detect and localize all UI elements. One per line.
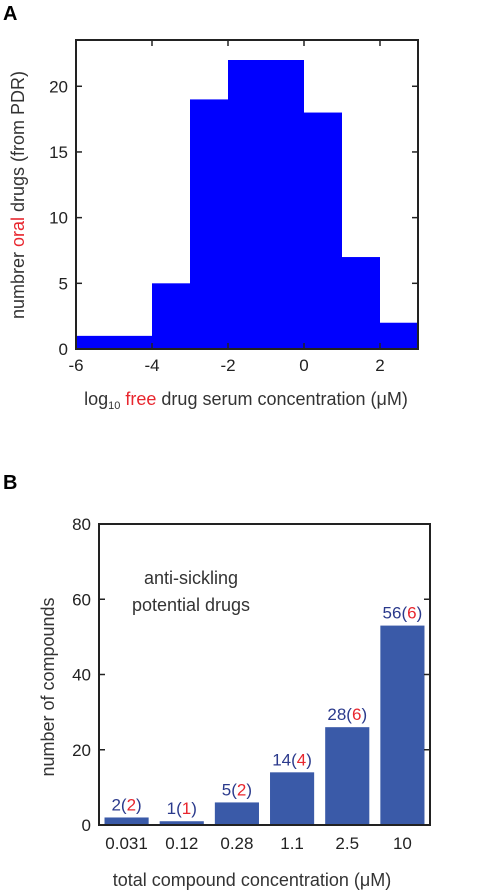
bar-value-label: 56(6) <box>383 604 423 623</box>
bar-drug-count: 6 <box>352 705 361 724</box>
x-tick-label: 0 <box>299 356 308 375</box>
x-tick-label: 2 <box>375 356 384 375</box>
x-tick-label: -4 <box>144 356 159 375</box>
bar <box>214 802 259 825</box>
histogram-bar <box>304 112 342 349</box>
y-tick-label: 80 <box>72 515 91 534</box>
bar-drug-count: 1 <box>182 799 191 818</box>
bar-chart-b: 0.0312(2)0.121(1)0.285(2)1.114(4)2.528(6… <box>72 515 431 853</box>
bar <box>270 772 315 825</box>
bar-drug-count: 2 <box>127 795 136 814</box>
histogram-bar <box>190 99 228 349</box>
x-tick-label: 0.031 <box>105 834 148 853</box>
y-tick-label: 5 <box>59 274 68 293</box>
plot-frame-a <box>75 39 419 350</box>
y-tick-label: 60 <box>72 590 91 609</box>
bar <box>104 817 149 825</box>
y-tick-label: 20 <box>72 741 91 760</box>
histogram-bar <box>342 257 380 349</box>
xlabel-b: total compound concentration (μM) <box>113 870 392 890</box>
bar-value-label: 5(2) <box>222 780 252 799</box>
bar-label-paren: ) <box>136 795 142 814</box>
bar-label-paren: ) <box>306 750 312 769</box>
ylabel-a-post: drugs (from PDR) <box>8 71 28 217</box>
bar-label-paren: ) <box>246 780 252 799</box>
x-tick-label: 0.28 <box>220 834 253 853</box>
bar-drug-count: 6 <box>407 604 416 623</box>
histogram-bar <box>152 283 190 349</box>
bar-drug-count: 4 <box>297 750 306 769</box>
xlabel-a-post: drug serum concentration (μM) <box>156 389 407 409</box>
bar-total-count: 5 <box>222 780 231 799</box>
y-tick-label: 0 <box>59 340 68 359</box>
y-tick-label: 10 <box>49 209 68 228</box>
xlabel-a-pre: log <box>84 389 108 409</box>
bar-total-count: 1 <box>167 799 176 818</box>
y-tick-label: 15 <box>49 143 68 162</box>
bar-label-paren: ( <box>346 705 352 724</box>
y-tick-label: 40 <box>72 666 91 685</box>
bar-label-paren: ( <box>401 604 407 623</box>
histogram-bar <box>266 60 304 349</box>
bar-value-label: 14(4) <box>272 750 312 769</box>
panel-a-label: A <box>3 3 17 25</box>
xlabel-a-highlight: free <box>125 389 156 409</box>
histogram-bar <box>380 322 418 349</box>
bar <box>159 821 204 825</box>
bar-total-count: 28 <box>327 705 346 724</box>
histogram-bar <box>76 335 114 349</box>
histogram-bar <box>114 335 152 349</box>
bar-label-paren: ) <box>417 604 423 623</box>
x-tick-label: -2 <box>220 356 235 375</box>
bar-label-paren: ( <box>121 795 127 814</box>
x-tick-label: 2.5 <box>335 834 359 853</box>
bar-total-count: 14 <box>272 750 291 769</box>
bar-label-paren: ( <box>231 780 237 799</box>
ylabel-b: number of compounds <box>38 597 58 776</box>
bar <box>380 625 425 825</box>
bar-total-count: 56 <box>383 604 402 623</box>
x-tick-label: 1.1 <box>280 834 304 853</box>
bar-label-paren: ( <box>176 799 182 818</box>
x-tick-label: -6 <box>68 356 83 375</box>
bar-value-label: 2(2) <box>111 795 141 814</box>
bar-label-paren: ) <box>361 705 367 724</box>
bar-value-label: 1(1) <box>167 799 197 818</box>
histogram-bar <box>228 60 266 349</box>
xlabel-a: log10 free drug serum concentration (μM) <box>84 389 408 412</box>
bar <box>325 727 370 825</box>
ylabel-a-highlight: oral <box>8 217 28 247</box>
xlabel-a-sub: 10 <box>108 400 120 412</box>
ylabel-a: numbrer oral drugs (from PDR) <box>8 71 28 319</box>
bar-label-paren: ( <box>291 750 297 769</box>
legend-potential-drugs: potential drugs <box>132 595 250 615</box>
panel-b-label: B <box>3 472 17 494</box>
bar-value-label: 28(6) <box>327 705 367 724</box>
bar-drug-count: 2 <box>237 780 246 799</box>
x-tick-label: 0.12 <box>165 834 198 853</box>
y-tick-label: 20 <box>49 77 68 96</box>
bar-total-count: 2 <box>111 795 120 814</box>
x-tick-label: 10 <box>393 834 412 853</box>
bar-label-paren: ) <box>191 799 197 818</box>
y-tick-label: 0 <box>82 816 91 835</box>
ylabel-a-pre: numbrer <box>8 247 28 319</box>
legend-anti-sickling: anti-sickling <box>144 568 238 588</box>
